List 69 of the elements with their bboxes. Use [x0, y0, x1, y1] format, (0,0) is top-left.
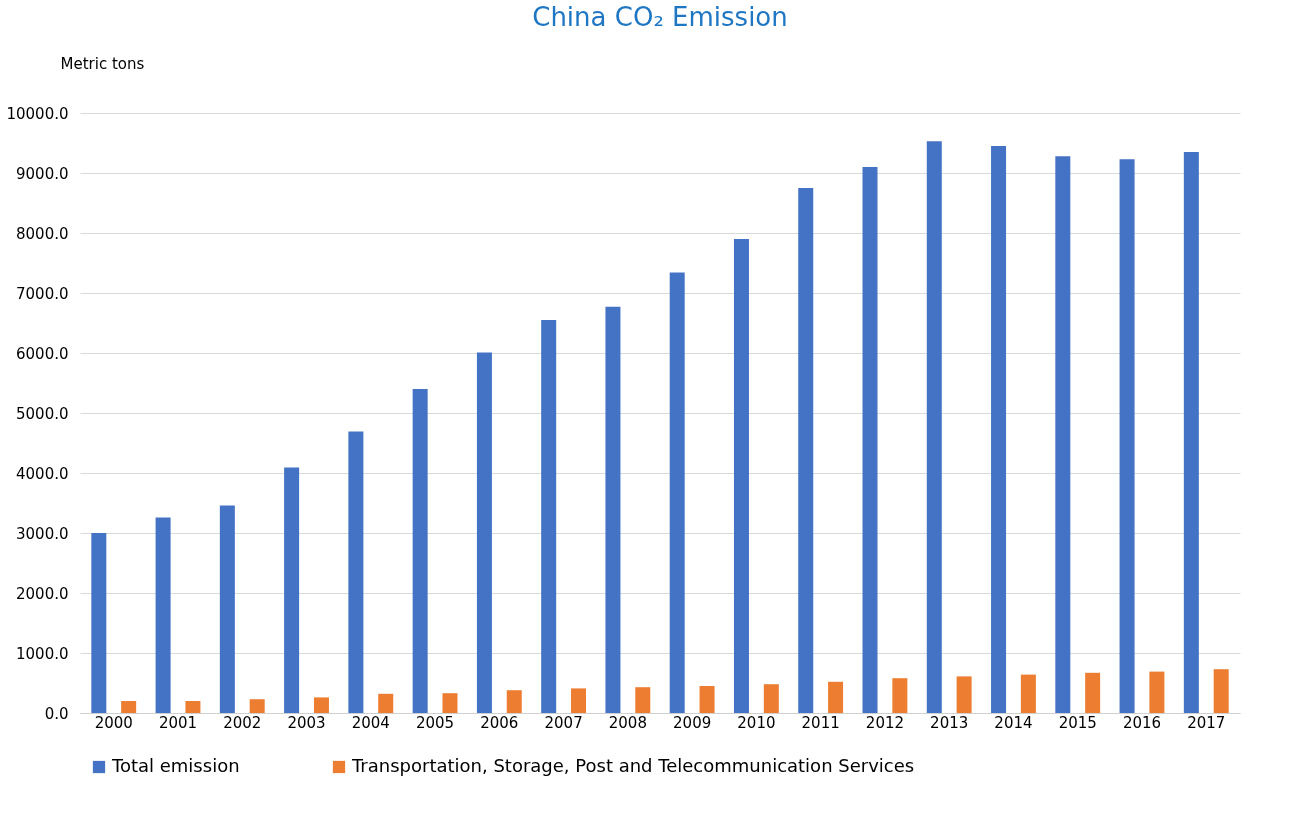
bar — [798, 188, 814, 713]
x-tick-label: 2007 — [544, 713, 583, 732]
x-tick-label: 2017 — [1187, 713, 1226, 732]
y-axis-title: Metric tons — [60, 54, 145, 73]
bar — [635, 687, 651, 713]
y-tick-label: 2000.0 — [16, 584, 69, 603]
x-tick-label: 2006 — [480, 713, 519, 732]
bar — [313, 697, 329, 713]
bar — [476, 352, 492, 713]
x-tick-label: 2012 — [865, 713, 905, 732]
chart-title: China CO₂ Emission — [532, 2, 788, 32]
x-tick-label: 2014 — [994, 713, 1033, 732]
bar — [1020, 674, 1036, 713]
x-tick-label: 2015 — [1058, 713, 1097, 732]
bar — [763, 684, 779, 713]
y-tick-label: 6000.0 — [16, 344, 69, 363]
bar — [733, 239, 749, 713]
bar — [442, 693, 458, 713]
bar — [1149, 671, 1165, 713]
bar — [956, 676, 972, 713]
bar — [926, 141, 942, 713]
y-tick-label: 1000.0 — [16, 644, 69, 663]
bar — [1183, 152, 1199, 713]
bar — [284, 467, 300, 713]
x-tick-label: 2002 — [223, 713, 262, 732]
bar — [155, 517, 171, 713]
y-tick-label: 10000.0 — [6, 104, 69, 123]
bar — [1213, 669, 1229, 713]
x-tick-label: 2004 — [351, 713, 390, 732]
bar — [828, 681, 844, 713]
x-tick-label: 2003 — [287, 713, 326, 732]
x-tick-label: 2010 — [737, 713, 776, 732]
bar — [892, 678, 908, 713]
y-tick-label: 5000.0 — [16, 404, 69, 423]
x-tick-label: 2000 — [94, 713, 133, 732]
y-tick-label: 7000.0 — [16, 284, 69, 303]
x-tick-label: 2005 — [415, 713, 455, 732]
y-tick-label: 0.0 — [44, 704, 69, 723]
bar — [412, 389, 428, 713]
bar — [1055, 156, 1071, 713]
bar — [348, 431, 364, 713]
y-tick-label: 9000.0 — [16, 164, 69, 183]
x-tick-label: 2013 — [930, 713, 969, 732]
bar — [91, 533, 107, 713]
bar — [378, 693, 394, 713]
bar — [605, 306, 621, 713]
x-tick-label: 2008 — [608, 713, 647, 732]
bar — [669, 272, 685, 713]
x-tick-label: 2011 — [801, 713, 840, 732]
bar — [541, 320, 557, 713]
bar — [185, 701, 201, 713]
bar — [862, 167, 878, 713]
bar — [571, 688, 587, 713]
y-tick-label: 8000.0 — [16, 224, 69, 243]
bar — [699, 686, 715, 713]
x-tick-label: 2009 — [673, 713, 712, 732]
x-tick-label: 2016 — [1122, 713, 1162, 732]
y-tick-label: 4000.0 — [16, 464, 69, 483]
bar — [249, 699, 265, 713]
bar — [219, 505, 235, 713]
bar — [1119, 159, 1135, 713]
bar — [991, 146, 1007, 713]
bar — [1085, 672, 1101, 713]
y-tick-label: 3000.0 — [16, 524, 69, 543]
legend-label: Transportation, Storage, Post and Telecommunication Services — [351, 755, 915, 776]
x-tick-label: 2001 — [158, 713, 198, 732]
legend-label: Total emission — [111, 755, 240, 776]
bar — [121, 701, 137, 713]
bar — [506, 690, 522, 713]
